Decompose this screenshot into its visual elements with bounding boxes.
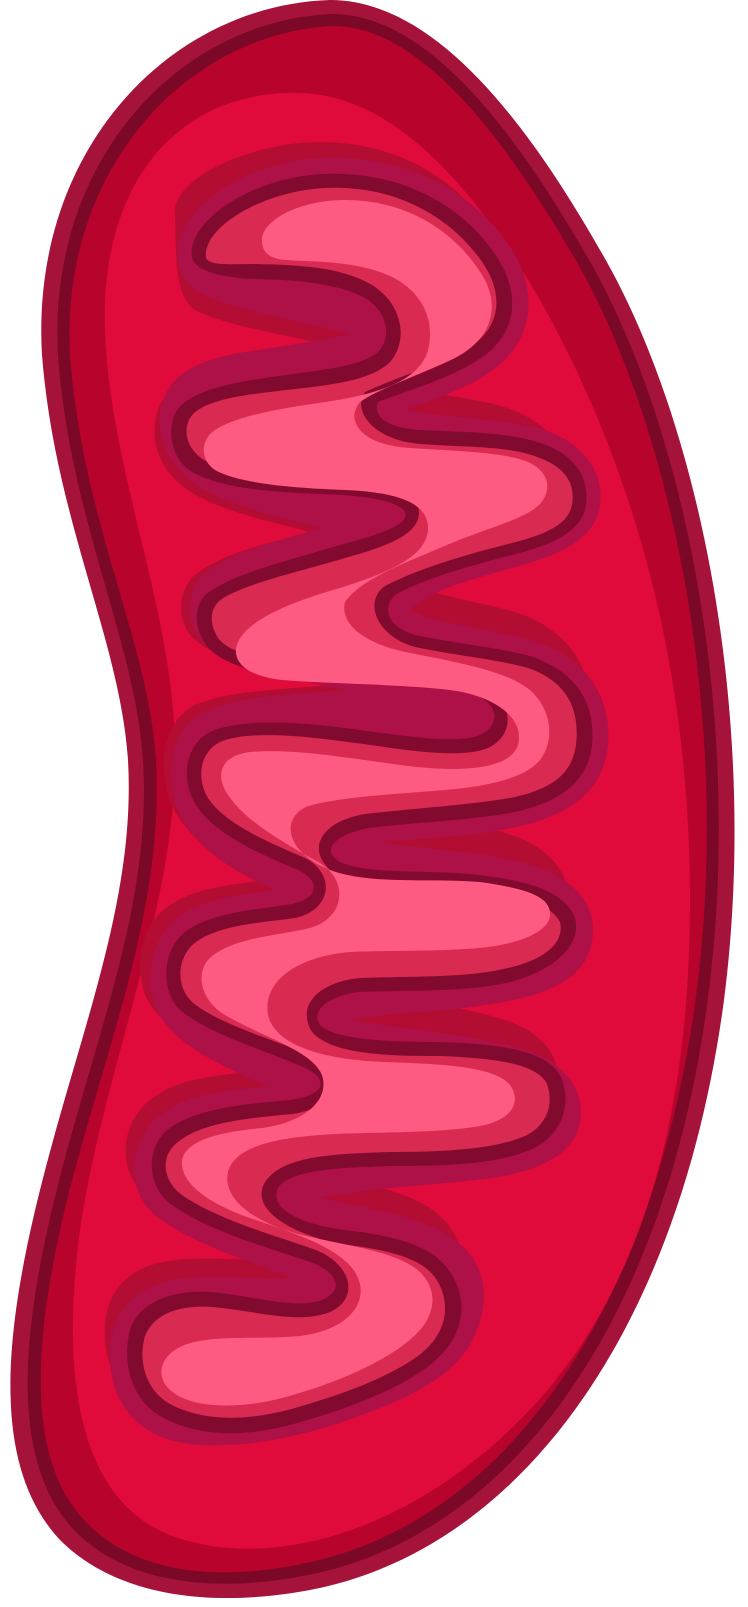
cristae-light-core <box>161 200 551 1406</box>
cristae <box>109 157 609 1446</box>
